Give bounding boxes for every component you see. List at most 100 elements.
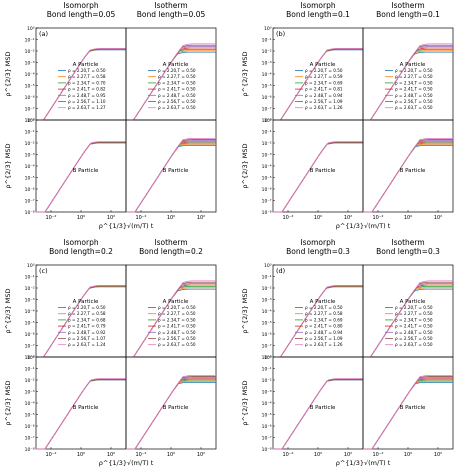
msd-series-line	[126, 280, 216, 358]
msd-series-line	[36, 141, 126, 213]
y-tick-label: 10⁻⁸	[262, 355, 272, 361]
y-tick-label: 10⁻¹	[25, 274, 35, 280]
legend-entry: ρ = 2.20,T = 0.50	[68, 305, 106, 310]
y-tick-label: 10⁰	[27, 26, 35, 32]
axes-frame	[125, 356, 217, 450]
y-axis-label: ρ^{2/3} MSD	[4, 288, 12, 333]
axes-0-0: 10⁻⁸ 10⁻⁷ 10⁻⁶ 10⁻⁵ 10⁻⁴ 10⁻³ 10⁻² 10⁻¹ 10⁰ A Par…	[25, 263, 127, 361]
y-tick-label: 10⁻⁶	[262, 424, 272, 430]
y-tick-label: 10⁻³	[25, 389, 35, 395]
bond-length-label: Bond length=0.3	[376, 247, 440, 256]
x-tick-label: 10⁻²	[45, 452, 56, 458]
legend-entry: ρ = 2.63,T = 0.50	[395, 342, 433, 347]
msd-series-line	[363, 380, 453, 450]
legend-entry: ρ = 2.27,T = 0.58	[68, 74, 106, 79]
legend-entry: ρ = 2.56,T = 0.50	[395, 99, 433, 104]
panel-letter: (b)	[276, 30, 285, 38]
msd-series-line	[363, 381, 453, 450]
legend-entry: ρ = 2.27,T = 0.50	[158, 74, 196, 79]
legend-entry: ρ = 2.20,T = 0.50	[305, 305, 343, 310]
axes-frame	[362, 356, 454, 450]
y-tick-label: 10⁰	[27, 263, 35, 269]
x-tick-label: 10⁻²	[282, 215, 293, 221]
a-particle-label: A Particle	[310, 62, 336, 68]
y-tick-label: 10⁻³	[262, 389, 272, 395]
legend-entry: ρ = 2.48,T = 0.50	[158, 330, 196, 335]
msd-series-line	[363, 142, 453, 213]
msd-series-line	[36, 141, 126, 213]
axes-1-1: 10⁻² 10⁰ 10² B Particle	[125, 356, 217, 458]
msd-series-line	[126, 379, 216, 450]
panel-letter: (a)	[39, 30, 48, 38]
legend-entry: ρ = 2.41,T = 0.82	[68, 87, 106, 92]
legend-entry: ρ = 2.34,T = 0.50	[395, 80, 433, 85]
msd-series-line	[363, 376, 453, 450]
y-tick-label: 10⁻⁸	[25, 355, 35, 361]
y-axis-label: ρ^{2/3} MSD	[241, 51, 249, 96]
legend-entry: ρ = 2.48,T = 0.94	[305, 330, 343, 335]
msd-series-line	[126, 376, 216, 450]
msd-series-line	[273, 378, 363, 450]
y-tick-label: 10⁻²	[262, 49, 272, 55]
msd-series-line	[36, 142, 126, 213]
msd-series-line	[36, 378, 126, 450]
x-tick-label: 10⁰	[404, 452, 412, 458]
msd-series-line	[36, 142, 126, 213]
y-tick-label: 10⁻⁴	[262, 309, 272, 315]
y-tick-label: 10⁰	[264, 118, 272, 124]
legend-entry: ρ = 2.41,T = 0.80	[305, 324, 343, 329]
b-particle-label: B Particle	[400, 168, 426, 174]
y-tick-label: 10⁻⁵	[262, 83, 272, 89]
msd-series-line	[363, 140, 453, 213]
msd-series-line	[363, 144, 453, 213]
bond-length-label: Bond length=0.05	[47, 10, 116, 19]
legend-entry: ρ = 2.20,T = 0.50	[158, 305, 196, 310]
y-tick-label: 10⁻⁵	[25, 175, 35, 181]
legend-entry: ρ = 2.41,T = 0.50	[395, 87, 433, 92]
msd-series-line	[273, 142, 363, 213]
y-tick-label: 10⁻⁵	[25, 320, 35, 326]
legend-entry: ρ = 2.34,T = 0.68	[68, 317, 106, 322]
legend-entry: ρ = 2.56,T = 1.10	[68, 99, 106, 104]
axes-frame	[125, 119, 217, 213]
b-particle-label: B Particle	[400, 405, 426, 411]
b-particle-label: B Particle	[73, 405, 99, 411]
msd-series-line	[126, 381, 216, 450]
legend-entry: ρ = 2.41,T = 0.50	[395, 324, 433, 329]
y-tick-label: 10⁻⁴	[25, 72, 35, 78]
legend-entry: ρ = 2.41,T = 0.50	[158, 87, 196, 92]
x-tick-label: 10²	[344, 452, 352, 458]
x-tick-label: 10²	[197, 215, 205, 221]
x-tick-label: 10⁻²	[135, 215, 146, 221]
column-title: Isotherm	[154, 238, 187, 247]
y-tick-label: 10⁻⁶	[262, 332, 272, 338]
msd-series-line	[363, 143, 453, 213]
axes-1-0: 10⁻⁸ 10⁻⁷ 10⁻⁶ 10⁻⁵ 10⁻⁴ 10⁻³ 10⁻² 10⁻¹ 10⁰ 10⁻² 1…	[25, 355, 127, 458]
msd-series-line	[273, 141, 363, 213]
y-tick-label: 10⁰	[264, 355, 272, 361]
legend-entry: ρ = 2.34,T = 0.50	[158, 80, 196, 85]
legend-entry: ρ = 2.20,T = 0.50	[305, 68, 343, 73]
a-particle-label: A Particle	[73, 62, 99, 68]
bond-length-label: Bond length=0.1	[376, 10, 440, 19]
msd-series-line	[273, 141, 363, 213]
legend-entry: ρ = 2.63,T = 1.26	[305, 105, 343, 110]
y-tick-label: 10⁻⁷	[25, 198, 35, 204]
x-axis-label: ρ^{1/3}√(m/T) t	[336, 222, 391, 230]
msd-series-line	[126, 144, 216, 213]
a-particle-label: A Particle	[163, 299, 189, 305]
y-tick-label: 10⁻⁴	[25, 164, 35, 170]
y-axis-label: ρ^{2/3} MSD	[4, 143, 12, 188]
axes-frame	[272, 119, 364, 213]
axes-1-1: 10⁻² 10⁰ 10² B Particle	[362, 356, 454, 458]
legend-entry: ρ = 2.63,T = 0.50	[158, 105, 196, 110]
msd-series-line	[126, 142, 216, 213]
axes-0-0: 10⁻⁸ 10⁻⁷ 10⁻⁶ 10⁻⁵ 10⁻⁴ 10⁻³ 10⁻² 10⁻¹ 10⁰ A Par…	[262, 26, 364, 124]
y-tick-label: 10⁻⁵	[262, 412, 272, 418]
column-title: Isomorph	[63, 1, 98, 10]
y-tick-label: 10⁻⁴	[262, 401, 272, 407]
y-tick-label: 10⁻²	[262, 378, 272, 384]
legend-entry: ρ = 2.41,T = 0.81	[305, 87, 343, 92]
y-tick-label: 10⁻²	[262, 141, 272, 147]
